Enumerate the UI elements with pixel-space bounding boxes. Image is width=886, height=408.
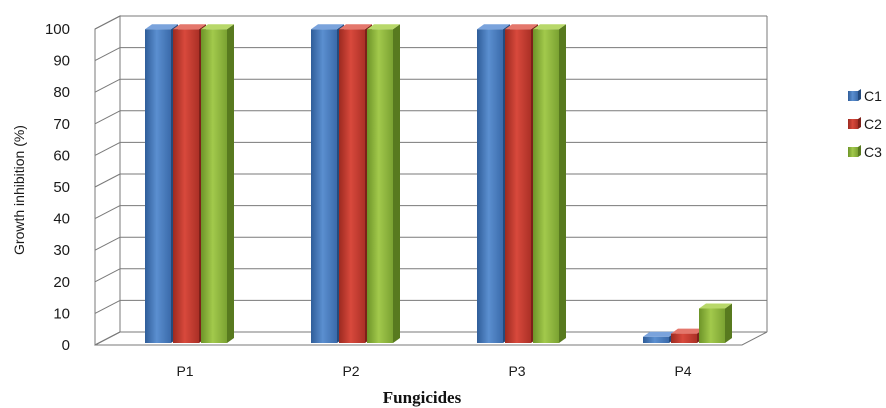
legend-item-c3: C3 [848, 144, 882, 160]
legend-item-c1: C1 [848, 88, 882, 104]
bar-front [201, 29, 227, 343]
bar-front [699, 308, 725, 343]
bar-top [505, 24, 538, 30]
y-tick-label: 30 [53, 242, 70, 259]
gridline-depth [94, 331, 121, 346]
bar-c3-p3 [533, 24, 566, 343]
y-tick-labels: 0 10 20 30 40 50 60 70 80 90 100 [45, 21, 70, 354]
bar-top [671, 328, 704, 334]
bar-top [201, 24, 234, 30]
bar-front [671, 333, 697, 343]
bar-c3-p2 [367, 24, 400, 343]
bar-top [533, 24, 566, 30]
gridline-depth [94, 141, 121, 156]
legend-swatch-side [858, 89, 861, 101]
bar-front [173, 29, 199, 343]
y-tick-label: 10 [53, 305, 70, 322]
bar-top [643, 331, 676, 337]
bar-c3-p1 [201, 24, 234, 343]
bar-side [227, 24, 234, 343]
legend-swatch-side [858, 117, 861, 129]
legend-label: C1 [864, 88, 882, 104]
gridline-depth [94, 299, 121, 314]
bar-front [533, 29, 559, 343]
x-tick-label: P1 [176, 363, 193, 379]
gridline-depth [94, 173, 121, 188]
gridline-depth [94, 110, 121, 125]
bar-front [477, 29, 503, 343]
bar-c3-p4 [699, 303, 732, 343]
bar-front [311, 29, 337, 343]
legend-item-c2: C2 [848, 116, 882, 132]
x-tick-label: P2 [342, 363, 359, 379]
y-tick-label: 40 [53, 211, 70, 228]
legend-swatch [848, 147, 858, 157]
bar-top [145, 24, 178, 30]
gridline-depth [94, 15, 121, 30]
bar-front [367, 29, 393, 343]
y-tick-label: 100 [45, 21, 70, 38]
bar-top [367, 24, 400, 30]
bar-top [339, 24, 372, 30]
bar-c1-p3 [477, 24, 510, 343]
bars [145, 24, 732, 343]
y-tick-label: 0 [62, 337, 70, 354]
bar-side [393, 24, 400, 343]
bar-c1-p1 [145, 24, 178, 343]
x-tick-labels: P1 P2 P3 P4 [176, 363, 691, 379]
bar-side [725, 303, 732, 343]
bar-front [339, 29, 365, 343]
bar-top [173, 24, 206, 30]
y-tick-label: 60 [53, 147, 70, 164]
bar-front [643, 336, 669, 343]
bar-top [699, 303, 732, 309]
y-tick-label: 70 [53, 116, 70, 133]
legend-swatch [848, 119, 858, 129]
legend-swatch-side [858, 145, 861, 157]
legend-label: C3 [864, 144, 882, 160]
gridline-depth [94, 47, 121, 62]
legend-label: C2 [864, 116, 882, 132]
x-tick-label: P4 [674, 363, 691, 379]
bar-top [477, 24, 510, 30]
gridline-depth [94, 236, 121, 251]
x-axis-label: Fungicides [383, 388, 462, 407]
bar-front [505, 29, 531, 343]
y-tick-label: 90 [53, 53, 70, 70]
legend: C1 C2 C3 [848, 88, 882, 160]
gridline-depth [94, 268, 121, 283]
bar-side [559, 24, 566, 343]
y-axis-label: Growth inhibition (%) [11, 125, 27, 255]
y-tick-label: 20 [53, 274, 70, 291]
legend-swatch [848, 91, 858, 101]
gridline-depth [94, 205, 121, 220]
y-tick-label: 50 [53, 179, 70, 196]
bar-front [145, 29, 171, 343]
gridline-depth [94, 78, 121, 93]
bar-top [311, 24, 344, 30]
x-tick-label: P3 [508, 363, 525, 379]
y-tick-label: 80 [53, 84, 70, 101]
